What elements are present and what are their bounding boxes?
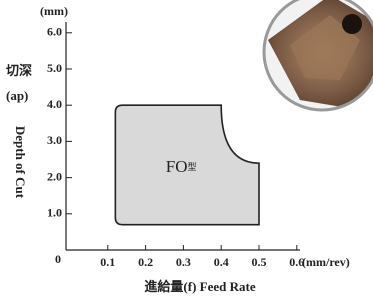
x-tick-label: 0.4 (214, 255, 229, 269)
y-tick-label: 4.0 (47, 97, 62, 111)
region-name: FO (166, 157, 188, 176)
y-label-code: (ap) (6, 88, 28, 103)
insert-photo (264, 0, 373, 110)
y-label-zh: 切深 (6, 63, 32, 78)
x-tick-label: 0.6 (289, 255, 304, 269)
x-unit: (mm/rev) (302, 255, 350, 269)
y-tick-label: 3.0 (47, 133, 62, 147)
x-tick-label: 0.1 (100, 255, 115, 269)
x-tick-label: 0.5 (252, 255, 267, 269)
region-suffix: 型 (188, 162, 197, 172)
y-unit: (mm) (40, 4, 68, 18)
y-label: Depth of Cut (13, 126, 28, 199)
chart: (mm) 切深 (ap) Depth of Cut 進給量(f) Feed Ra… (0, 0, 373, 299)
x-tick-label: 0.2 (138, 255, 153, 269)
x-tick-label: 0 (55, 252, 61, 266)
x-tick-label: 0.3 (176, 255, 191, 269)
y-tick-label: 5.0 (47, 61, 62, 75)
y-tick-label: 6.0 (47, 25, 62, 39)
y-tick-label: 1.0 (47, 206, 62, 220)
y-tick-label: 2.0 (47, 169, 62, 183)
x-label: 進給量(f) Feed Rate (144, 279, 255, 294)
